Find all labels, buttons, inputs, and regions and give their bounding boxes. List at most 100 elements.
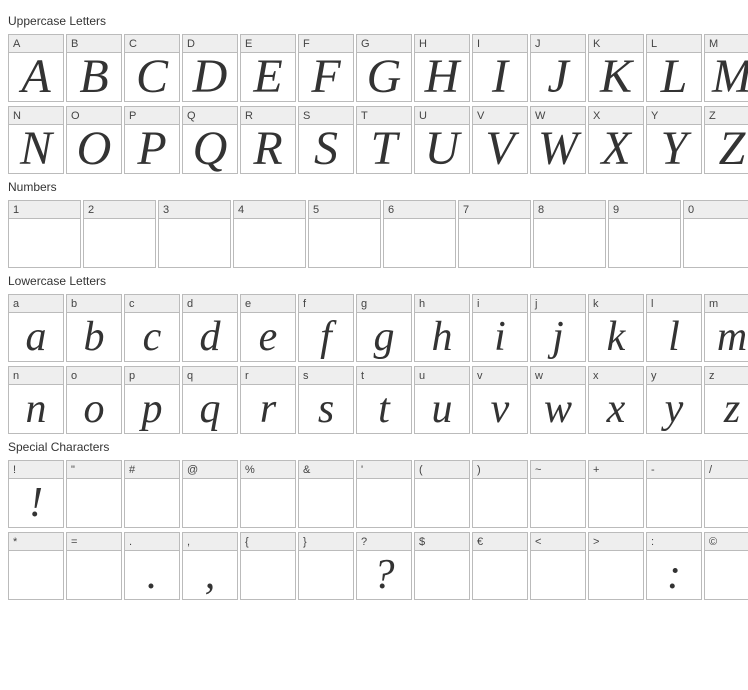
- glyph-cell: hh: [414, 294, 470, 362]
- section-title: Lowercase Letters: [8, 274, 740, 288]
- glyph-cell: ~: [530, 460, 586, 528]
- glyph-label: %: [241, 461, 295, 479]
- glyph-preview: B: [67, 53, 121, 101]
- glyph-row: NNOOPPQQRRSSTTUUVVWWXXYYZZ: [8, 106, 740, 174]
- glyph-preview: ?: [357, 551, 411, 599]
- glyph-preview: [125, 479, 179, 527]
- glyph-cell: gg: [356, 294, 412, 362]
- glyph-preview: [473, 479, 527, 527]
- glyph-cell: 2: [83, 200, 156, 268]
- glyph-preview: V: [473, 125, 527, 173]
- glyph-cell: %: [240, 460, 296, 528]
- glyph-cell: AA: [8, 34, 64, 102]
- glyph-preview: D: [183, 53, 237, 101]
- glyph-preview: O: [67, 125, 121, 173]
- glyph-preview: s: [299, 385, 353, 433]
- glyph-label: {: [241, 533, 295, 551]
- glyph-preview: [473, 551, 527, 599]
- glyph-label: 5: [309, 201, 380, 219]
- glyph-cell: BB: [66, 34, 122, 102]
- glyph-preview: E: [241, 53, 295, 101]
- glyph-char: !: [29, 482, 43, 524]
- glyph-preview: C: [125, 53, 179, 101]
- glyph-char: X: [601, 125, 630, 173]
- glyph-char: .: [147, 554, 158, 596]
- glyph-cell: cc: [124, 294, 180, 362]
- glyph-label: 2: [84, 201, 155, 219]
- glyph-preview: j: [531, 313, 585, 361]
- glyph-preview: [309, 219, 380, 267]
- glyph-preview: [531, 551, 585, 599]
- glyph-cell: MM: [704, 34, 748, 102]
- glyph-cell: /: [704, 460, 748, 528]
- glyph-cell: aa: [8, 294, 64, 362]
- glyph-cell: LL: [646, 34, 702, 102]
- glyph-label: *: [9, 533, 63, 551]
- glyph-char: m: [717, 316, 747, 358]
- glyph-cell: uu: [414, 366, 470, 434]
- glyph-preview: [589, 479, 643, 527]
- glyph-char: ,: [205, 554, 216, 596]
- glyph-char: w: [544, 388, 572, 430]
- glyph-char: J: [547, 53, 568, 101]
- glyph-preview: m: [705, 313, 748, 361]
- glyph-cell: +: [588, 460, 644, 528]
- glyph-cell: 0: [683, 200, 748, 268]
- glyph-cell: ,,: [182, 532, 238, 600]
- glyph-label: z: [705, 367, 748, 385]
- glyph-cell: II: [472, 34, 528, 102]
- glyph-cell: ): [472, 460, 528, 528]
- glyph-cell: bb: [66, 294, 122, 362]
- glyph-char: f: [320, 316, 332, 358]
- glyph-label: >: [589, 533, 643, 551]
- font-character-map: Uppercase LettersAABBCCDDEEFFGGHHIIJJKKL…: [8, 14, 740, 600]
- glyph-label: ?: [357, 533, 411, 551]
- glyph-preview: [684, 219, 748, 267]
- glyph-label: b: [67, 295, 121, 313]
- glyph-cell: GG: [356, 34, 412, 102]
- glyph-cell: DD: [182, 34, 238, 102]
- glyph-char: S: [314, 125, 338, 173]
- glyph-label: }: [299, 533, 353, 551]
- glyph-char: l: [668, 316, 680, 358]
- glyph-char: o: [84, 388, 105, 430]
- glyph-preview: [299, 479, 353, 527]
- glyph-preview: [84, 219, 155, 267]
- glyph-preview: w: [531, 385, 585, 433]
- glyph-preview: [67, 479, 121, 527]
- glyph-char: I: [492, 53, 508, 101]
- glyph-cell: 4: [233, 200, 306, 268]
- glyph-label: c: [125, 295, 179, 313]
- glyph-char: G: [367, 53, 402, 101]
- glyph-label: n: [9, 367, 63, 385]
- glyph-char: u: [432, 388, 453, 430]
- glyph-cell: UU: [414, 106, 470, 174]
- glyph-cell: 1: [8, 200, 81, 268]
- glyph-preview: l: [647, 313, 701, 361]
- glyph-label: +: [589, 461, 643, 479]
- glyph-label: l: [647, 295, 701, 313]
- glyph-char: N: [20, 125, 52, 173]
- glyph-char: T: [371, 125, 398, 173]
- glyph-preview: p: [125, 385, 179, 433]
- glyph-char: M: [712, 53, 748, 101]
- glyph-preview: z: [705, 385, 748, 433]
- glyph-preview: W: [531, 125, 585, 173]
- glyph-label: 0: [684, 201, 748, 219]
- glyph-preview: ,: [183, 551, 237, 599]
- glyph-preview: [159, 219, 230, 267]
- glyph-char: x: [607, 388, 626, 430]
- glyph-label: t: [357, 367, 411, 385]
- glyph-char: c: [143, 316, 162, 358]
- glyph-preview: :: [647, 551, 701, 599]
- glyph-cell: >: [588, 532, 644, 600]
- glyph-preview: u: [415, 385, 469, 433]
- glyph-char: i: [494, 316, 506, 358]
- section-title: Uppercase Letters: [8, 14, 740, 28]
- glyph-preview: c: [125, 313, 179, 361]
- glyph-preview: [531, 479, 585, 527]
- glyph-char: d: [200, 316, 221, 358]
- glyph-preview: A: [9, 53, 63, 101]
- glyph-cell: XX: [588, 106, 644, 174]
- glyph-label: $: [415, 533, 469, 551]
